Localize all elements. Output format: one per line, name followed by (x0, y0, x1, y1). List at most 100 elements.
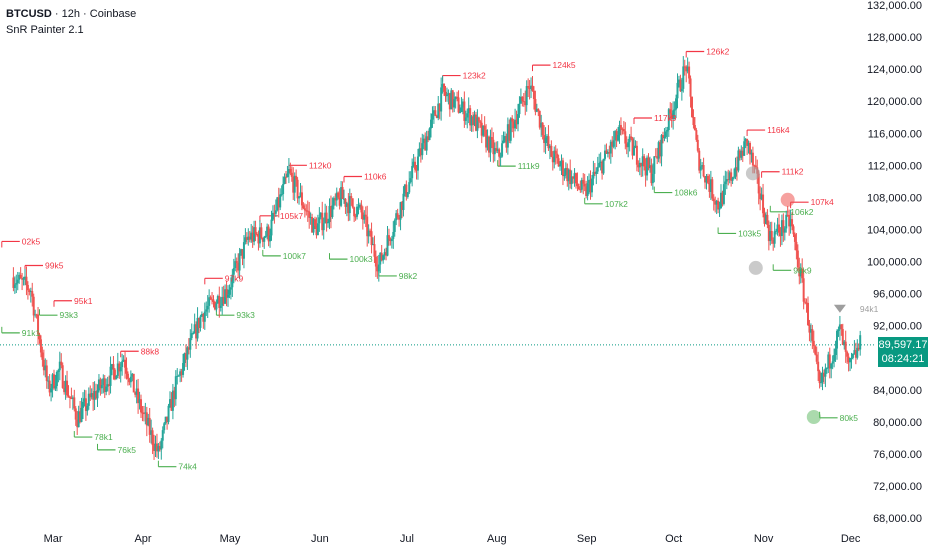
candle-body (298, 196, 301, 199)
candle-body (398, 217, 401, 220)
candle-body (725, 179, 728, 182)
symbol-name[interactable]: BTCUSD (6, 8, 52, 20)
candle-body (688, 66, 691, 79)
grey-pivot-marker (745, 166, 760, 181)
candle-body (817, 361, 820, 372)
legend-separator: · (79, 8, 90, 20)
candle-body (847, 356, 850, 363)
candle-body (370, 231, 373, 246)
candle-body (782, 220, 785, 233)
candle-body (16, 279, 19, 284)
time-axis-tick-label: Nov (754, 533, 774, 545)
snr-label: 91k1 (22, 328, 41, 338)
candle-body (424, 138, 427, 151)
candle-body (764, 214, 767, 224)
candle-body (609, 141, 612, 154)
candle-body (625, 143, 628, 148)
candle-body (177, 375, 180, 377)
snr-label: 116k4 (767, 125, 790, 135)
candle-body (358, 204, 361, 207)
candle-body (89, 393, 92, 398)
candle-body (569, 169, 572, 185)
candle-body (203, 311, 206, 322)
candle-body (721, 192, 724, 204)
candle-body (822, 372, 825, 377)
chart-legend: BTCUSD · 12h · Coinbase SnR Painter 2.1 (6, 6, 136, 38)
markers-layer (745, 166, 846, 425)
candle-body (125, 367, 128, 374)
time-axis-tick-label: Apr (134, 533, 151, 545)
candle-body (219, 305, 222, 308)
candle-body (450, 90, 453, 110)
price-axis-tick-label: 100,000.00 (867, 257, 922, 269)
indicator-name[interactable]: SnR Painter 2.1 (6, 24, 84, 36)
candle-body (63, 387, 66, 393)
candle-body (335, 192, 338, 201)
candle-body (502, 140, 505, 144)
interval-label[interactable]: 12h (61, 8, 80, 20)
candle-body (512, 121, 515, 129)
candle-body (64, 380, 67, 393)
candle-body (373, 244, 376, 257)
candle-body (664, 131, 667, 137)
symbol-line: BTCUSD · 12h · Coinbase (6, 6, 136, 22)
candle-body (604, 150, 606, 159)
candle-body (566, 167, 569, 182)
price-axis-tick-label: 104,000.00 (867, 224, 922, 236)
candle-body (577, 186, 580, 190)
candle-body (228, 289, 231, 295)
candle-body (74, 408, 77, 420)
candle-body (437, 103, 440, 118)
candle-body (679, 79, 682, 92)
candle-body (556, 153, 559, 159)
candle-body (250, 232, 253, 240)
candle-body (448, 93, 451, 110)
candle-body (493, 148, 496, 155)
candle-body (51, 374, 54, 389)
candle-body (828, 354, 831, 369)
candle-body (621, 128, 624, 130)
price-axis[interactable]: 132,000.00 128,000.00 124,000.00 120,000.00… (867, 0, 922, 525)
candle-body (492, 139, 495, 155)
candle-body (153, 445, 156, 451)
candle-body (727, 179, 730, 181)
candle-body (699, 166, 702, 171)
candle-body (670, 113, 673, 119)
candle-body (686, 66, 689, 72)
candle-body (199, 316, 202, 328)
time-axis[interactable]: Mar Apr May Jun Jul Aug Sep Oct Nov Dec (44, 533, 861, 545)
candle-body (332, 198, 335, 206)
candle-body (605, 150, 608, 154)
snr-label: 94k1 (860, 304, 879, 314)
candle-body (337, 192, 340, 198)
candle-body (344, 198, 347, 207)
candle-body (331, 205, 334, 217)
candle-body (634, 145, 637, 148)
candle-body (818, 371, 821, 384)
candle-body (463, 101, 466, 121)
time-axis-tick-label: May (220, 533, 241, 545)
candle-body (715, 200, 718, 205)
candle-body (486, 136, 489, 148)
candle-body (360, 204, 363, 213)
candle-body (618, 125, 621, 135)
candle-body (598, 162, 601, 167)
candle-body (518, 103, 521, 115)
candle-body (84, 398, 87, 412)
candle-body (490, 137, 493, 140)
candle-body (96, 390, 99, 399)
candle-body (183, 353, 186, 364)
candle-body (28, 290, 31, 293)
candle-body (553, 150, 556, 163)
candle-body (256, 233, 258, 235)
time-axis-tick-label: Jul (400, 533, 414, 545)
snr-label: 117k9 (654, 113, 677, 123)
candle-body (390, 238, 393, 242)
candle-body (854, 350, 857, 358)
candle-body (831, 361, 834, 364)
candle-body (776, 224, 779, 231)
candle-body (593, 171, 596, 174)
candle-body (780, 220, 783, 237)
